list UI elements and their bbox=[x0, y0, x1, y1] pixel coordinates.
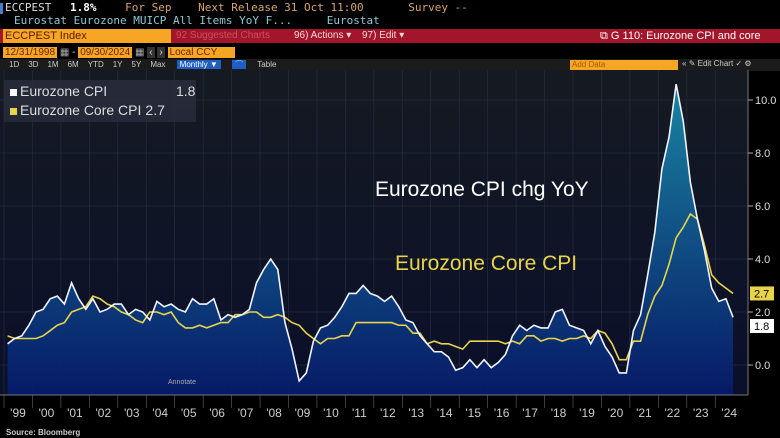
actions-button[interactable]: 96) Actions ▾ bbox=[294, 30, 352, 41]
prev-button[interactable]: ‹ bbox=[147, 47, 155, 58]
index-field[interactable]: ECCPEST Index bbox=[3, 29, 171, 43]
y-tick-label: 2.0 bbox=[755, 307, 770, 319]
headline-last-value-tag bbox=[750, 319, 774, 333]
headline-area-fill bbox=[7, 84, 734, 395]
period-1d[interactable]: 1D bbox=[9, 60, 20, 69]
x-tick-label: '00 bbox=[39, 406, 55, 420]
description-row: Eurostat Eurozone MUICP All Items YoY F.… bbox=[14, 14, 380, 27]
x-tick-label: '22 bbox=[665, 406, 681, 420]
x-tick-label: '18 bbox=[551, 406, 567, 420]
x-tick-label: '19 bbox=[579, 406, 595, 420]
core-last-value-tag-text: 2.7 bbox=[754, 288, 769, 300]
x-tick-label: '16 bbox=[494, 406, 510, 420]
period-6m[interactable]: 6M bbox=[67, 60, 79, 69]
x-tick-label: '17 bbox=[522, 406, 538, 420]
toolbar bbox=[0, 29, 780, 43]
period-1m[interactable]: 1M bbox=[47, 60, 59, 69]
period-1y[interactable]: 1Y bbox=[112, 60, 123, 69]
legend: Eurozone CPI 1.8 Eurozone Core CPI 2.7 bbox=[4, 80, 196, 122]
x-tick-label: '11 bbox=[352, 406, 367, 420]
calendar-icon[interactable]: ▦ bbox=[132, 47, 148, 58]
add-data-input[interactable]: Add Data bbox=[570, 60, 678, 71]
period-5y[interactable]: 5Y bbox=[131, 60, 142, 69]
annotation-core: Eurozone Core CPI bbox=[395, 252, 577, 275]
x-tick-label: '24 bbox=[721, 406, 737, 420]
edit-chart-bar: « ✎ Edit Chart ✓ ⚙ bbox=[682, 59, 752, 68]
chart-title[interactable]: ⧉ G 110: Eurozone CPI and core bbox=[600, 30, 761, 42]
x-tick-label: '13 bbox=[408, 406, 424, 420]
y-tick-label: 10.0 bbox=[755, 95, 776, 107]
chart: '99 '00 '01 '02 '03 '04 '05 '06 '07 '08 '09 '10 '11 '… bbox=[0, 70, 776, 420]
calendar-icon[interactable]: ▦ bbox=[57, 47, 73, 58]
source-name: Eurostat bbox=[326, 14, 380, 27]
annotate-button[interactable]: Annotate bbox=[168, 379, 196, 386]
headline-last-value-tag-text: 1.8 bbox=[754, 321, 769, 333]
source-note: Source: Bloomberg bbox=[6, 428, 81, 437]
core-last-value-tag bbox=[750, 286, 774, 301]
x-tick-label: '12 bbox=[380, 406, 396, 420]
x-tick-label: '99 bbox=[10, 406, 26, 420]
y-tick-label: 4.0 bbox=[755, 254, 770, 266]
period-3d[interactable]: 3D bbox=[28, 60, 39, 69]
edit-chart-button[interactable]: ✎ Edit Chart bbox=[688, 59, 734, 68]
table-button[interactable]: Table bbox=[257, 60, 277, 69]
security-header: ECCPEST 1.8% For Sep Next Release 31 Oct… bbox=[0, 1, 468, 14]
headline-cpi-line bbox=[7, 83, 734, 383]
ticker: ECCPEST bbox=[5, 1, 52, 14]
description: Eurostat Eurozone MUICP All Items YoY F.… bbox=[14, 14, 293, 27]
edit-button[interactable]: 97) Edit ▾ bbox=[362, 30, 405, 41]
next-release: Next Release 31 Oct 11:00 bbox=[198, 1, 364, 14]
x-tick-label: '23 bbox=[693, 406, 709, 420]
end-date[interactable]: 09/30/2024 bbox=[78, 47, 133, 58]
period-max[interactable]: Max bbox=[150, 60, 166, 69]
legend-swatch bbox=[10, 107, 17, 115]
x-tick-label: '04 bbox=[152, 406, 168, 420]
draw-icon[interactable]: ✓ bbox=[735, 59, 743, 68]
line-chart-icon[interactable]: ⌒ bbox=[232, 60, 247, 69]
y-tick-label: 0.0 bbox=[755, 360, 770, 372]
legend-headline[interactable]: Eurozone CPI 1.8 bbox=[10, 82, 195, 101]
x-tick-label: '15 bbox=[465, 406, 481, 420]
external-link-icon: ⧉ bbox=[600, 30, 611, 42]
gear-icon[interactable]: ⚙ bbox=[744, 59, 752, 68]
legend-swatch bbox=[10, 88, 17, 96]
x-tick-label: '07 bbox=[238, 406, 254, 420]
x-tick-label: '09 bbox=[295, 406, 311, 420]
annotation-headline: Eurozone CPI chg YoY bbox=[375, 178, 589, 201]
survey: Survey -- bbox=[408, 1, 468, 14]
x-tick-label: '10 bbox=[323, 406, 339, 420]
cursor-marker bbox=[0, 2, 3, 14]
x-tick-label: '08 bbox=[266, 406, 282, 420]
period-ytd[interactable]: YTD bbox=[87, 60, 104, 69]
frequency-select[interactable]: Monthly ▼ bbox=[176, 60, 221, 69]
last-value: 1.8% bbox=[69, 1, 97, 14]
currency-select[interactable]: Local CCY bbox=[167, 47, 236, 58]
x-tick-label: '05 bbox=[181, 406, 197, 420]
suggested-charts-button[interactable]: 92 Suggested Charts bbox=[176, 30, 270, 41]
next-button[interactable]: › bbox=[157, 47, 165, 58]
x-tick-label: '01 bbox=[67, 406, 83, 420]
collapse-icon[interactable]: « bbox=[682, 59, 687, 68]
x-tick-label: '14 bbox=[437, 406, 453, 420]
start-date[interactable]: 12/31/1998 bbox=[3, 47, 58, 58]
y-tick-label: 8.0 bbox=[755, 148, 770, 160]
y-tick-label: 6.0 bbox=[755, 201, 770, 213]
period-label: For Sep bbox=[125, 1, 172, 14]
legend-core[interactable]: Eurozone Core CPI 2.7 bbox=[10, 101, 190, 120]
date-range-row: 12/31/1998 ▦ - 09/30/2024 ▦ ‹ › Local CC… bbox=[3, 47, 236, 58]
x-tick-label: '02 bbox=[96, 406, 112, 420]
x-tick-label: '03 bbox=[124, 406, 140, 420]
x-tick-label: '20 bbox=[608, 406, 624, 420]
x-tick-label: '06 bbox=[209, 406, 225, 420]
x-tick-label: '21 bbox=[636, 406, 652, 420]
